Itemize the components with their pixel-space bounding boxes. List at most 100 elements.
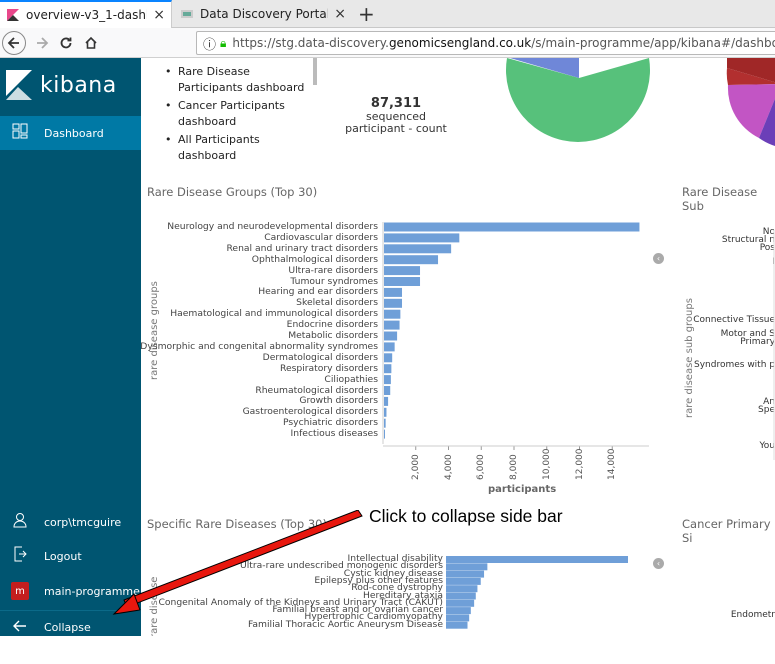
category-label-16: Growth disorders	[299, 395, 378, 407]
bar-3[interactable]	[446, 577, 481, 585]
bar-4[interactable]	[384, 266, 421, 276]
bar-11[interactable]	[384, 342, 395, 352]
pie-slice[interactable]	[759, 84, 775, 146]
sidebar-item-space[interactable]: m main-programme	[0, 574, 141, 608]
bar-1[interactable]	[384, 233, 460, 243]
bar-5[interactable]	[384, 277, 421, 286]
browser-tab-strip: overview-v3_1-dashboard × Data Discovery…	[0, 0, 775, 28]
sidebar-item-collapse[interactable]: Collapse	[0, 610, 141, 644]
bar-2[interactable]	[384, 244, 452, 254]
pie-slice[interactable]	[726, 68, 775, 85]
bar-9[interactable]	[384, 320, 400, 330]
list-item[interactable]: Cancer Participants dashboard	[165, 98, 305, 130]
new-tab-button[interactable]: +	[358, 2, 375, 26]
legend-toggle-button[interactable]: ‹	[653, 253, 664, 264]
bar-0[interactable]	[384, 222, 640, 232]
category-label-1: Cardiovascular disorders	[264, 231, 378, 243]
tab-data-discovery-portal[interactable]: Data Discovery Portal - H ×	[174, 0, 352, 28]
forward-button[interactable]	[30, 31, 54, 55]
category-label-2: Renal and urinary tract disorders	[226, 242, 378, 254]
right-category-label-5: Motor and S	[720, 329, 775, 339]
x-tick-5: 12,000	[574, 448, 585, 481]
bar-7[interactable]	[384, 298, 403, 308]
bar-2[interactable]	[446, 570, 485, 578]
panel-scrollbar[interactable]	[313, 58, 317, 85]
bar-12[interactable]	[384, 353, 393, 363]
category-label-4: Ultra-rare disorders	[288, 264, 378, 276]
bar-16[interactable]	[384, 396, 389, 406]
bar-3[interactable]	[384, 255, 439, 265]
pie-slice[interactable]	[510, 58, 579, 78]
category-label-10: Metabolic disorders	[288, 330, 378, 341]
home-button[interactable]	[79, 31, 103, 55]
metric-label: participant - count	[345, 122, 447, 135]
arrow-right-icon	[37, 37, 49, 49]
close-tab-icon[interactable]: ×	[334, 6, 346, 22]
home-icon	[85, 36, 97, 49]
sidebar-item-logout[interactable]: Logout	[0, 539, 141, 573]
pie-slice[interactable]	[727, 84, 775, 138]
pie-chart-right	[726, 58, 775, 146]
category-label-19: Infectious diseases	[290, 428, 378, 440]
dashboard-icon	[10, 123, 30, 143]
category-label-7: Familial breast and or ovarian cancer	[272, 604, 443, 616]
back-button[interactable]	[2, 31, 26, 55]
url-domain: genomicsengland.co.uk	[388, 36, 532, 50]
category-label-8: Hypertrophic Cardiomyopathy	[304, 611, 443, 623]
kibana-sidebar: kibana Dashboard corp\tmcguire Logout m …	[0, 58, 141, 664]
bar-6[interactable]	[446, 599, 475, 607]
pie-chart-top	[506, 58, 650, 142]
x-tick-0: 2,000	[410, 454, 421, 480]
bar-5[interactable]	[446, 592, 476, 600]
url-bar[interactable]: ⓘ 🔒︎ https://stg.data-discovery. genomics…	[196, 31, 775, 55]
bar-10[interactable]	[384, 331, 398, 341]
category-label-15: Rheumatological disorders	[255, 384, 378, 396]
bar-18[interactable]	[384, 418, 386, 428]
bar-8[interactable]	[384, 309, 401, 319]
category-label-8: Haematological and immunological disorde…	[170, 308, 378, 320]
pie-slice[interactable]	[506, 58, 650, 142]
close-tab-icon[interactable]: ×	[153, 7, 165, 23]
info-icon[interactable]: ⓘ	[203, 37, 217, 53]
kibana-logo[interactable]: kibana	[6, 70, 117, 100]
x-tick-4: 10,000	[541, 448, 552, 481]
right-category-label-6: Primary	[740, 337, 775, 347]
bar-14[interactable]	[384, 375, 391, 385]
bar-0[interactable]	[446, 556, 628, 563]
x-tick-2: 6,000	[476, 454, 487, 480]
bar-6[interactable]	[384, 287, 403, 297]
bar-8[interactable]	[446, 614, 470, 622]
sidebar-item-dashboard[interactable]: Dashboard	[0, 116, 141, 150]
sidebar-item-label: main-programme	[44, 584, 140, 598]
legend-toggle-button[interactable]: ‹	[653, 558, 664, 569]
browser-nav-bar: ⓘ 🔒︎ https://stg.data-discovery. genomics…	[0, 28, 775, 58]
pie-slice[interactable]	[727, 58, 775, 84]
bar-4[interactable]	[446, 585, 478, 593]
reload-button[interactable]	[54, 31, 78, 55]
bar-9[interactable]	[446, 621, 468, 629]
bar-15[interactable]	[384, 386, 391, 395]
sidebar-item-user[interactable]: corp\tmcguire	[0, 505, 141, 539]
list-item[interactable]: Rare Disease Participants dashboard	[165, 64, 305, 96]
bar-19[interactable]	[384, 429, 385, 439]
user-icon	[10, 512, 30, 532]
tab-overview-dashboard[interactable]: overview-v3_1-dashboard ×	[0, 0, 172, 28]
category-label-13: Respiratory disorders	[279, 362, 378, 374]
tab-title: Data Discovery Portal - H	[200, 7, 329, 21]
right-category-label-11: Endometr	[730, 610, 775, 620]
kibana-favicon-icon	[7, 9, 19, 21]
bar-1[interactable]	[446, 563, 488, 571]
bar-17[interactable]	[384, 407, 387, 417]
bar-13[interactable]	[384, 364, 392, 374]
lock-icon[interactable]: 🔒︎	[220, 35, 227, 50]
arrow-left-icon	[7, 37, 19, 49]
sidebar-item-label: Collapse	[44, 621, 91, 634]
bar-7[interactable]	[446, 607, 471, 615]
metric-label: sequenced	[366, 110, 426, 123]
window-bottom	[0, 636, 775, 664]
category-label-2: Cystic kidney disease	[343, 567, 443, 579]
axis-line	[773, 230, 775, 460]
category-label-7: Skeletal disorders	[296, 297, 378, 309]
right-category-label-7: Syndromes with p	[694, 360, 775, 370]
list-item[interactable]: All Participants dashboard	[165, 132, 305, 164]
